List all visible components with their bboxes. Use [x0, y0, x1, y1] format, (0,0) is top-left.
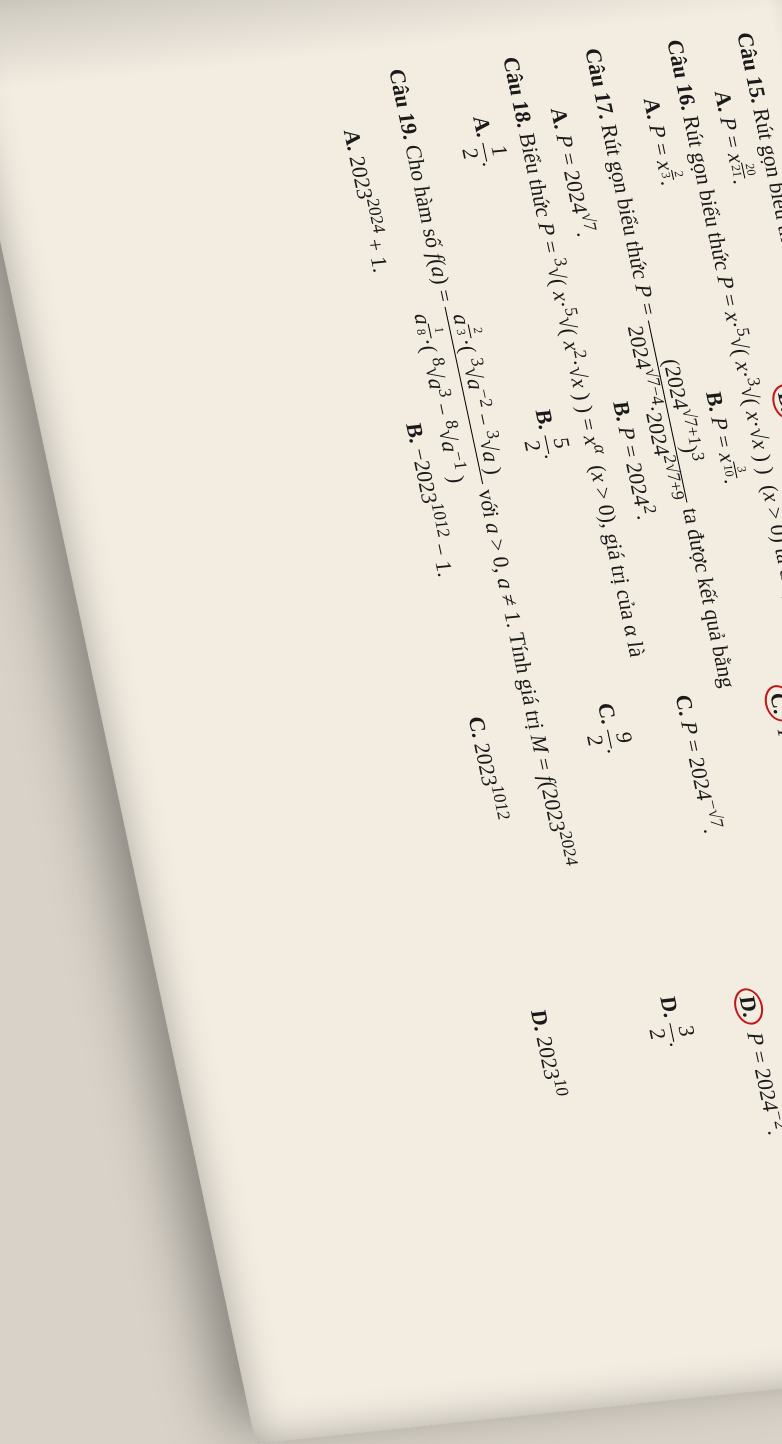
q19-label: Câu 19. [384, 68, 424, 141]
q19-stem-mid: với [474, 488, 506, 524]
circle-icon: B. [769, 383, 782, 421]
q19-D: D. 202310 [523, 1009, 607, 1266]
circle-icon: D. [731, 987, 767, 1027]
q17-label: Câu 17. [580, 47, 620, 120]
circle-icon: C. [761, 684, 782, 724]
exam-page: Câu 14. Rút gọn biểu thức P = x12·x13·6√… [0, 0, 782, 1444]
q19-stem-pre: Cho hàm số [400, 144, 448, 255]
q19-stem-post: Tính giá trị [504, 631, 551, 736]
